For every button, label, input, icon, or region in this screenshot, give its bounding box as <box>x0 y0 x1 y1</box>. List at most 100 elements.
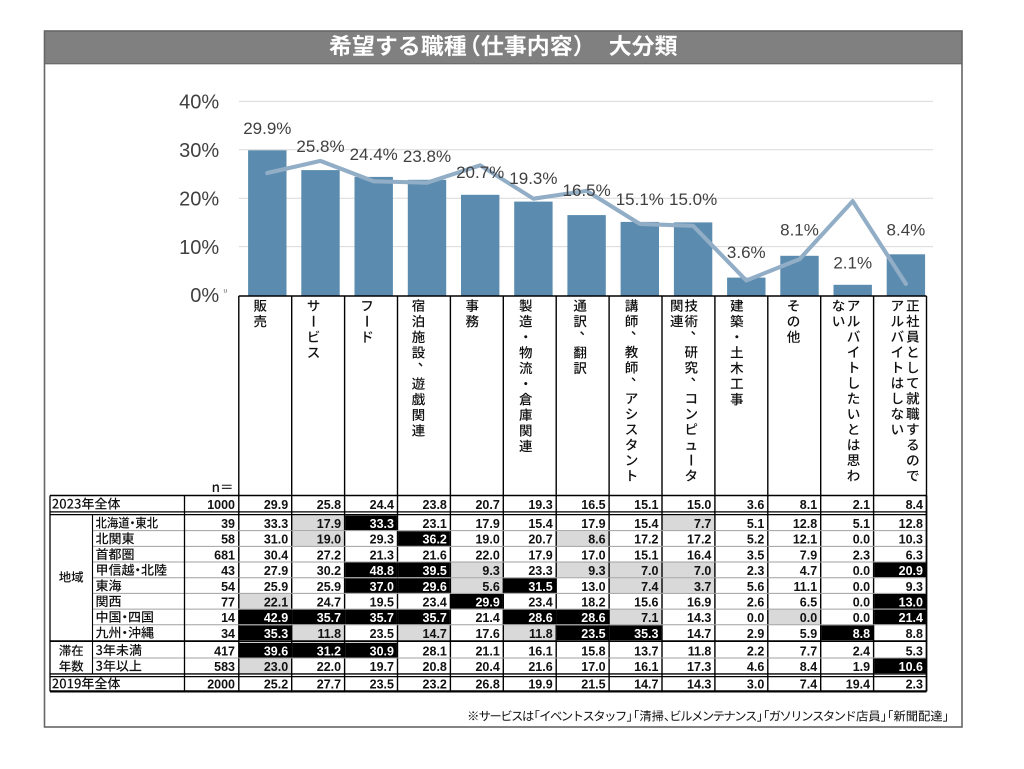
svg-text:17.3: 17.3 <box>687 660 711 674</box>
svg-text:681: 681 <box>214 548 235 562</box>
svg-text:15.4: 15.4 <box>634 517 658 531</box>
svg-text:21.3: 21.3 <box>370 548 394 562</box>
svg-text:2.1%: 2.1% <box>833 253 872 272</box>
svg-text:15.4: 15.4 <box>528 517 552 531</box>
svg-text:29.6: 29.6 <box>423 580 447 594</box>
svg-text:20.7: 20.7 <box>528 533 552 547</box>
svg-text:0.0: 0.0 <box>853 580 870 594</box>
svg-text:15.6: 15.6 <box>634 595 658 609</box>
svg-text:7.7: 7.7 <box>694 517 711 531</box>
svg-text:3.5: 3.5 <box>747 548 764 562</box>
svg-text:19.4: 19.4 <box>846 678 870 692</box>
svg-text:9.3: 9.3 <box>482 564 499 578</box>
svg-text:35.3: 35.3 <box>264 627 288 641</box>
svg-text:28.6: 28.6 <box>581 611 605 625</box>
svg-text:2.3: 2.3 <box>906 678 923 692</box>
svg-text:15.1%: 15.1% <box>616 190 664 209</box>
svg-text:23.2: 23.2 <box>423 678 447 692</box>
svg-text:0.0: 0.0 <box>853 564 870 578</box>
svg-text:1000: 1000 <box>207 498 235 512</box>
svg-text:14.7: 14.7 <box>687 627 711 641</box>
svg-text:14.7: 14.7 <box>423 627 447 641</box>
svg-text:29.9: 29.9 <box>264 498 288 512</box>
svg-text:7.0: 7.0 <box>694 564 711 578</box>
svg-text:21.4: 21.4 <box>475 611 499 625</box>
svg-text:13.0: 13.0 <box>581 580 605 594</box>
svg-text:15.8: 15.8 <box>581 644 605 658</box>
svg-text:3.0: 3.0 <box>747 678 764 692</box>
svg-text:21.1: 21.1 <box>475 644 499 658</box>
svg-text:18.2: 18.2 <box>581 595 605 609</box>
svg-text:2.2: 2.2 <box>747 644 764 658</box>
svg-text:17.9: 17.9 <box>317 517 341 531</box>
svg-text:1.9: 1.9 <box>853 660 870 674</box>
svg-text:17.9: 17.9 <box>528 548 552 562</box>
svg-text:30.4: 30.4 <box>264 548 288 562</box>
svg-text:37.0: 37.0 <box>370 580 394 594</box>
svg-text:u: u <box>224 288 228 295</box>
svg-text:0.0: 0.0 <box>747 611 764 625</box>
svg-text:9.3: 9.3 <box>588 564 605 578</box>
svg-text:19.0: 19.0 <box>475 533 499 547</box>
svg-text:24.4: 24.4 <box>370 498 394 512</box>
svg-text:20.7%: 20.7% <box>456 163 504 182</box>
svg-text:8.4%: 8.4% <box>887 221 926 240</box>
svg-text:14: 14 <box>221 611 235 625</box>
svg-text:23.8%: 23.8% <box>403 147 451 166</box>
svg-text:25.8%: 25.8% <box>296 137 344 156</box>
svg-text:17.0: 17.0 <box>581 660 605 674</box>
svg-text:22.1: 22.1 <box>264 595 288 609</box>
svg-text:11.8: 11.8 <box>688 644 712 658</box>
svg-text:14.3: 14.3 <box>687 678 711 692</box>
svg-text:36.2: 36.2 <box>423 533 447 547</box>
svg-text:0.0: 0.0 <box>853 533 870 547</box>
svg-text:16.9: 16.9 <box>687 595 711 609</box>
svg-text:10%: 10% <box>179 237 219 259</box>
svg-text:2.9: 2.9 <box>747 627 764 641</box>
svg-text:17.2: 17.2 <box>687 533 711 547</box>
svg-text:9.3: 9.3 <box>906 580 923 594</box>
svg-text:54: 54 <box>221 580 235 594</box>
svg-text:17.6: 17.6 <box>475 627 499 641</box>
svg-text:23.4: 23.4 <box>423 595 447 609</box>
svg-text:29.9: 29.9 <box>475 595 499 609</box>
svg-text:40%: 40% <box>179 92 219 114</box>
svg-text:20.4: 20.4 <box>475 660 499 674</box>
svg-text:17.9: 17.9 <box>581 517 605 531</box>
svg-text:22.0: 22.0 <box>317 660 341 674</box>
svg-text:29.9%: 29.9% <box>243 119 291 138</box>
svg-text:14.7: 14.7 <box>634 678 658 692</box>
svg-text:27.9: 27.9 <box>264 564 288 578</box>
svg-text:25.8: 25.8 <box>317 498 341 512</box>
svg-text:20.8: 20.8 <box>423 660 447 674</box>
svg-text:12.8: 12.8 <box>793 517 817 531</box>
svg-text:28.1: 28.1 <box>423 644 447 658</box>
svg-text:16.5%: 16.5% <box>562 181 610 200</box>
svg-text:19.5: 19.5 <box>370 595 394 609</box>
svg-text:8.1%: 8.1% <box>780 221 819 240</box>
svg-text:42.9: 42.9 <box>264 611 288 625</box>
svg-text:20.9: 20.9 <box>899 564 923 578</box>
svg-text:19.9: 19.9 <box>528 678 552 692</box>
svg-text:13.0: 13.0 <box>899 595 923 609</box>
svg-text:39.5: 39.5 <box>423 564 447 578</box>
svg-text:35.7: 35.7 <box>370 611 394 625</box>
svg-text:35.7: 35.7 <box>423 611 447 625</box>
svg-text:16.1: 16.1 <box>528 644 552 658</box>
svg-text:13.7: 13.7 <box>634 644 658 658</box>
svg-text:417: 417 <box>214 644 235 658</box>
svg-text:4.6: 4.6 <box>747 660 764 674</box>
svg-text:24.7: 24.7 <box>317 595 341 609</box>
svg-text:0.0: 0.0 <box>853 611 870 625</box>
svg-text:35.7: 35.7 <box>317 611 341 625</box>
svg-text:15.0%: 15.0% <box>669 190 717 209</box>
svg-text:0.0: 0.0 <box>853 595 870 609</box>
svg-text:19.0: 19.0 <box>317 533 341 547</box>
svg-text:7.0: 7.0 <box>641 564 658 578</box>
svg-text:33.3: 33.3 <box>370 517 394 531</box>
svg-text:23.5: 23.5 <box>581 627 605 641</box>
svg-text:2.1: 2.1 <box>853 498 870 512</box>
svg-text:10.3: 10.3 <box>899 533 923 547</box>
svg-text:12.8: 12.8 <box>899 517 923 531</box>
svg-text:21.6: 21.6 <box>528 660 552 674</box>
